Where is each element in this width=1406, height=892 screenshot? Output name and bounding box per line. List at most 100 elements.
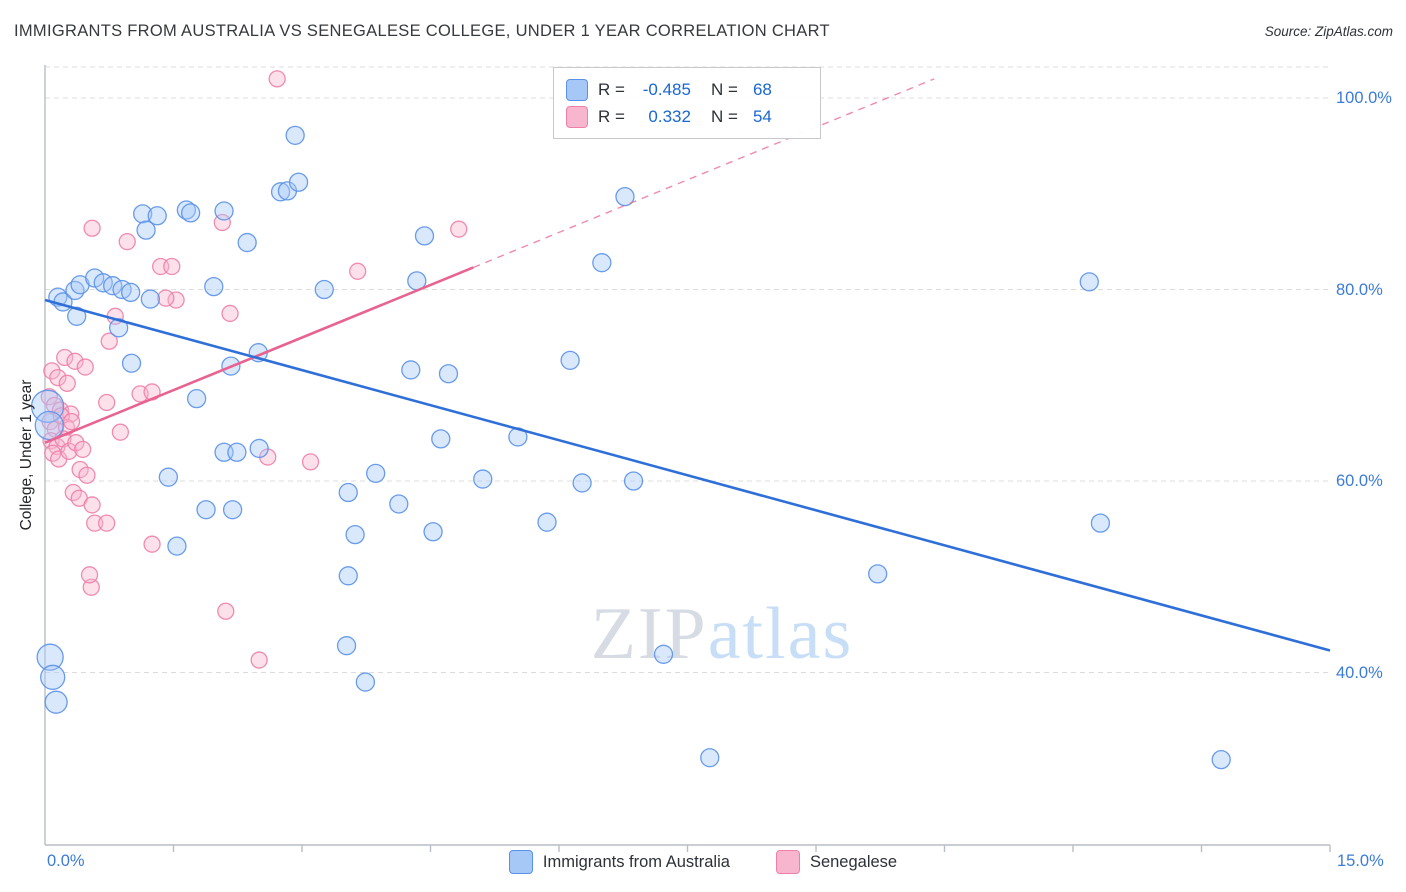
scatter-point-australia	[180, 203, 201, 223]
scatter-point-australia	[868, 564, 888, 584]
scatter-point-australia	[147, 206, 167, 226]
scatter-point-senegalese	[58, 374, 76, 392]
scatter-point-senegalese	[62, 412, 81, 431]
scatter-point-australia	[1079, 272, 1099, 292]
scatter-point-australia	[592, 253, 612, 273]
scatter-point-senegalese	[71, 460, 89, 479]
watermark-zip: ZIP	[590, 593, 708, 675]
legend-label-senegalese: Senegalese	[809, 852, 898, 871]
scatter-point-australia	[133, 204, 153, 224]
blue-trendline	[44, 298, 1331, 652]
scatter-point-senegalese	[66, 352, 84, 370]
scatter-point-senegalese	[82, 578, 100, 596]
scatter-point-australia	[572, 473, 592, 493]
scatter-point-senegalese	[221, 304, 239, 323]
scatter-point-australia	[44, 690, 68, 714]
scatter-point-senegalese	[60, 442, 78, 460]
scatter-point-australia	[338, 566, 358, 586]
y-axis-label: College, Under 1 year	[18, 379, 35, 531]
scatter-point-australia	[40, 664, 66, 690]
legend-row-senegalese: R = 0.332 N = 54	[566, 103, 806, 130]
scatter-point-australia	[623, 471, 644, 491]
scatter-point-senegalese	[52, 407, 70, 425]
scatter-point-senegalese	[98, 393, 116, 412]
pink-swatch-icon	[775, 850, 800, 874]
zipatlas-watermark: ZIPatlas	[591, 592, 854, 677]
r-value: 0.332	[648, 106, 691, 126]
scatter-point-senegalese	[143, 535, 161, 553]
scatter-point-australia	[288, 172, 309, 192]
scatter-point-senegalese	[301, 453, 320, 471]
scatter-point-senegalese	[80, 566, 99, 584]
scatter-point-senegalese	[163, 257, 181, 276]
y-tick-label: 40.0%	[1336, 663, 1383, 682]
scatter-point-senegalese	[450, 220, 468, 238]
scatter-point-senegalese	[217, 602, 235, 620]
scatter-point-senegalese	[83, 219, 101, 237]
scatter-point-australia	[336, 636, 357, 656]
scatter-point-australia	[1090, 513, 1111, 533]
scatter-point-australia	[560, 350, 580, 371]
pink-trendline	[44, 266, 474, 444]
y-tick-label: 100.0%	[1336, 89, 1392, 107]
correlation-legend-box: R = -0.485 N = 68 R = 0.332 N = 54	[553, 67, 821, 139]
scatter-point-australia	[186, 389, 207, 409]
scatter-point-australia	[167, 536, 187, 556]
scatter-point-senegalese	[100, 332, 118, 350]
scatter-point-senegalese	[86, 514, 104, 532]
scatter-point-senegalese	[49, 368, 67, 387]
n-value: 68	[752, 79, 772, 99]
scatter-point-senegalese	[157, 289, 175, 307]
scatter-point-australia	[222, 500, 243, 520]
scatter-point-senegalese	[111, 423, 130, 441]
scatter-point-australia	[431, 429, 451, 449]
blue-swatch-icon	[566, 78, 588, 101]
scatter-point-australia	[285, 125, 305, 145]
scatter-point-senegalese	[83, 496, 101, 514]
scatter-point-senegalese	[40, 388, 58, 406]
scatter-point-australia	[36, 643, 64, 671]
legend-label-australia: Immigrants from Australia	[542, 852, 730, 871]
pink-swatch-icon	[566, 105, 588, 128]
scatter-point-australia	[249, 438, 269, 459]
scatter-point-senegalese	[76, 358, 94, 376]
scatter-point-australia	[537, 512, 557, 532]
n-label: N =	[710, 106, 738, 126]
scatter-point-australia	[67, 306, 87, 326]
scatter-point-senegalese	[43, 362, 61, 380]
scatter-point-australia	[473, 469, 493, 489]
y-tick-label: 80.0%	[1336, 280, 1383, 299]
x-tick-label-min: 0.0%	[47, 852, 85, 870]
source-attribution: Source: ZipAtlas.com	[1264, 24, 1393, 39]
scatter-point-australia	[136, 220, 156, 240]
scatter-point-australia	[103, 276, 123, 296]
scatter-point-australia	[355, 672, 376, 692]
scatter-point-australia	[615, 186, 635, 207]
r-value: -0.485	[642, 79, 691, 99]
scatter-point-australia	[366, 463, 386, 483]
scatter-point-australia	[227, 442, 247, 462]
blue-swatch-icon	[508, 850, 533, 874]
scatter-point-australia	[1211, 749, 1231, 770]
scatter-point-australia	[401, 360, 421, 380]
scatter-point-australia	[423, 522, 443, 542]
n-label: N =	[710, 79, 738, 99]
y-tick-label: 60.0%	[1336, 472, 1383, 490]
scatter-point-senegalese	[78, 466, 96, 484]
pink-trendline-extension	[473, 78, 935, 269]
scatter-point-australia	[140, 289, 161, 309]
scatter-point-australia	[204, 276, 224, 297]
scatter-point-australia	[653, 644, 674, 664]
scatter-point-australia	[338, 482, 358, 503]
scatter-point-senegalese	[250, 651, 268, 669]
scatter-point-australia	[270, 182, 291, 202]
legend-item-australia: Immigrants from Australia	[508, 850, 730, 874]
scatter-point-australia	[196, 500, 216, 520]
scatter-point-australia	[389, 494, 409, 514]
r-label: R =	[598, 106, 625, 126]
scatter-point-australia	[414, 226, 435, 246]
scatter-point-australia	[34, 410, 64, 441]
scatter-point-australia	[158, 467, 179, 487]
